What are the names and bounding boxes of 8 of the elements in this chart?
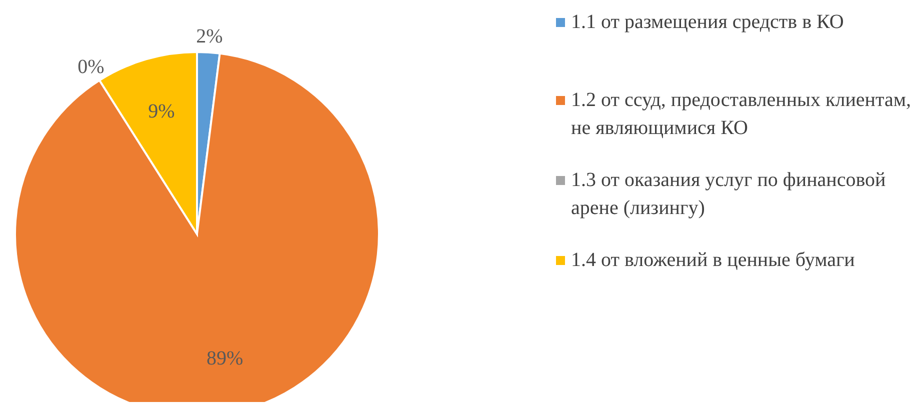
data-label: 2%	[196, 25, 223, 48]
legend-label: 1.4 от вложений в ценные бумаги	[571, 248, 855, 273]
data-label: 9%	[148, 100, 175, 123]
legend-label: 1.1 от размещения средств в КО	[571, 10, 844, 35]
legend-label: 1.3 от оказания услуг по финансовой арене (лизингу)	[571, 168, 887, 221]
legend-label: 1.2 от ссуд, предоставленных клиентам, не являющимися КО	[571, 88, 912, 141]
data-label: 89%	[206, 347, 244, 370]
text: 0%	[78, 56, 104, 78]
